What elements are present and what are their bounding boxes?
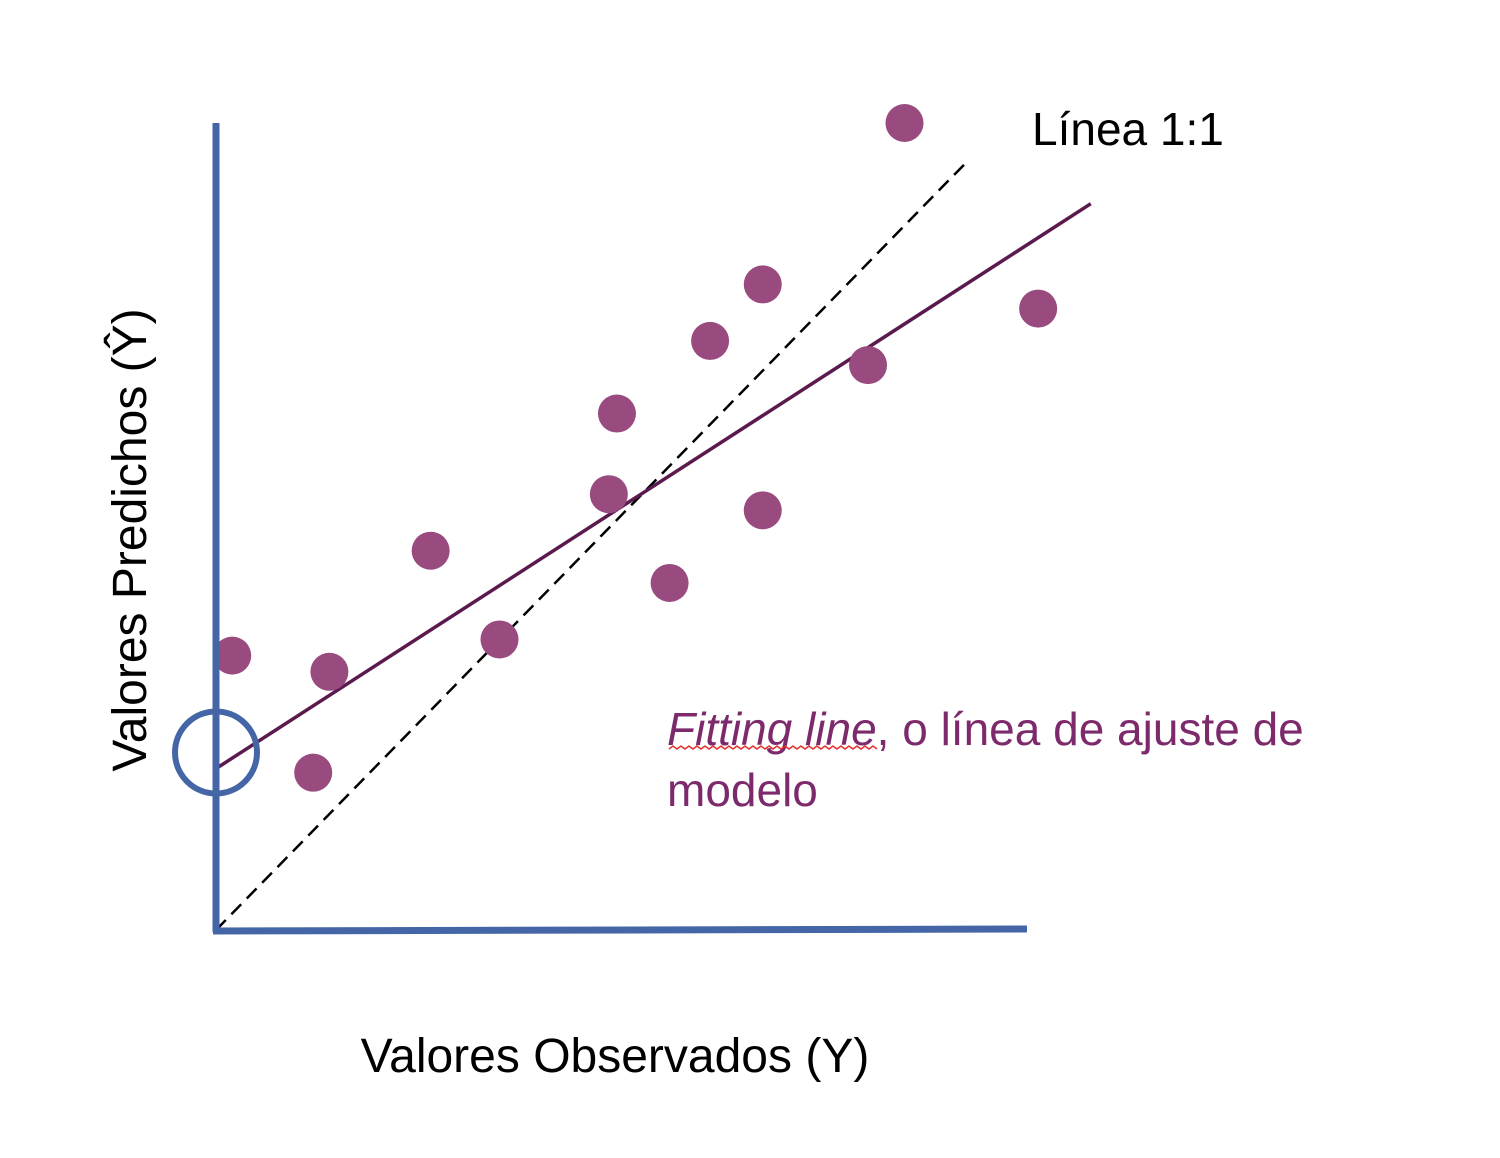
x-axis-line	[212, 925, 1028, 935]
y-axis-label: Valores Predichos (Ŷ)	[104, 308, 157, 771]
x-axis-label: Valores Observados (Y)	[361, 1030, 870, 1083]
data-point	[310, 652, 349, 691]
spellcheck-underline	[668, 745, 878, 750]
data-point	[650, 563, 689, 602]
data-point	[589, 475, 628, 514]
lines-layer	[215, 158, 1092, 931]
fit-line-label-rest: , o línea de ajuste de	[877, 703, 1304, 755]
data-point	[743, 491, 782, 530]
data-point	[597, 394, 636, 433]
data-point	[294, 753, 333, 792]
data-point	[480, 620, 519, 659]
points-layer	[213, 104, 1058, 792]
data-point	[411, 531, 450, 570]
fit-line-label: Fitting line, o línea de ajuste de	[667, 703, 1304, 755]
identity-line-label: Línea 1:1	[1032, 103, 1224, 155]
data-point	[743, 265, 782, 304]
data-point	[885, 104, 924, 142]
axes-layer	[172, 123, 1028, 935]
data-point	[691, 321, 730, 360]
data-point	[1019, 289, 1058, 328]
intercept-marker-circle	[172, 708, 260, 797]
identity-line	[215, 158, 971, 931]
data-point	[849, 346, 888, 385]
fit-line-label-line2: modelo	[667, 764, 818, 816]
fitting-line	[215, 202, 1092, 771]
data-point	[213, 636, 252, 675]
